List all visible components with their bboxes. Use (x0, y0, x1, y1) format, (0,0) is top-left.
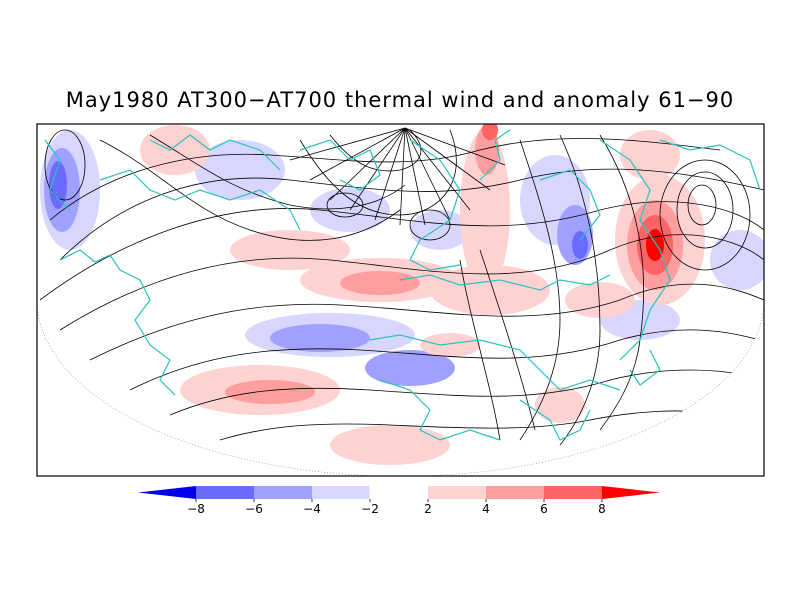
coastline (599, 139, 671, 361)
streamline (299, 129, 457, 216)
colorbar-arrow-right (602, 486, 660, 499)
colorbar-tick-label: 4 (482, 502, 490, 516)
coastline (479, 129, 511, 181)
streamline (129, 329, 761, 391)
streamline (479, 249, 536, 431)
coastline (409, 139, 461, 271)
streamline (169, 369, 746, 416)
streamline (459, 259, 501, 441)
anomaly-blob (270, 324, 370, 352)
anomaly-blob (49, 161, 67, 209)
colorbar-swatch (428, 486, 486, 499)
streamline (326, 192, 364, 218)
colorbar-swatch (486, 486, 544, 499)
coastline (659, 139, 761, 191)
colorbar-tick-label: −2 (361, 502, 379, 516)
colorbar-swatch (254, 486, 312, 499)
anomaly-blob (410, 210, 470, 250)
map-title: May1980 AT300−AT700 thermal wind and ano… (65, 88, 735, 112)
streamline (289, 127, 406, 161)
streamline (329, 127, 406, 201)
streamlines (39, 127, 764, 446)
colorbar-tick-label: 2 (424, 502, 432, 516)
coastline (629, 349, 661, 386)
colorbar-swatch (196, 486, 254, 499)
streamline (676, 171, 734, 249)
anomaly-blob (710, 230, 764, 290)
coastline (44, 139, 71, 211)
colorbar-swatch (369, 485, 429, 500)
colorbar-tick-label: 8 (598, 502, 606, 516)
streamline (404, 127, 491, 191)
anomaly-blob (330, 425, 450, 465)
streamline (219, 410, 701, 441)
anomaly-blob (535, 387, 585, 423)
streamline (404, 127, 471, 211)
streamline (309, 127, 406, 181)
anomaly-blob (430, 265, 550, 315)
streamline (687, 184, 717, 226)
colorbar-tick-label: −8 (187, 502, 205, 516)
streamline (99, 139, 401, 241)
colorbar-swatch (544, 486, 602, 499)
anomaly-shading (40, 124, 764, 465)
anomaly-blob (420, 333, 480, 357)
streamline (409, 209, 451, 241)
streamline (659, 159, 751, 271)
coastline (149, 134, 281, 171)
anomaly-blob (225, 380, 315, 404)
anomaly-blob (565, 282, 635, 318)
colorbar-tick-label: 6 (540, 502, 548, 516)
streamline (399, 127, 406, 226)
colorbar-tick-label: −4 (303, 502, 321, 516)
coastline (369, 334, 621, 391)
streamline (149, 134, 406, 210)
coastline (99, 169, 301, 231)
streamline (44, 129, 86, 201)
colorbar-tick-label: −6 (245, 502, 263, 516)
anomaly-blob (482, 124, 498, 140)
coastline (519, 399, 591, 441)
streamline (559, 134, 601, 446)
streamline (599, 134, 644, 431)
coastline (539, 169, 601, 241)
streamline (404, 127, 506, 166)
colorbar-swatch (312, 486, 370, 499)
streamline (404, 127, 426, 226)
map-frame (36, 123, 765, 477)
streamline (519, 139, 561, 441)
anomaly-blob (646, 229, 664, 261)
coastline (379, 379, 501, 441)
streamline (59, 234, 764, 331)
coastline (299, 139, 381, 191)
colorbar: −8 −6 −4 −2 2 4 6 8 (138, 485, 660, 516)
anomaly-blob (365, 350, 455, 386)
coastlines (44, 129, 761, 441)
anomaly-blob (340, 271, 420, 295)
colorbar-arrow-left (138, 486, 196, 499)
streamline (89, 283, 764, 361)
coastline (59, 249, 176, 396)
coastline (399, 274, 611, 291)
anomaly-blob (572, 231, 588, 259)
streamline (374, 127, 406, 221)
streamline (404, 127, 451, 221)
anomaly-blob (460, 130, 510, 290)
